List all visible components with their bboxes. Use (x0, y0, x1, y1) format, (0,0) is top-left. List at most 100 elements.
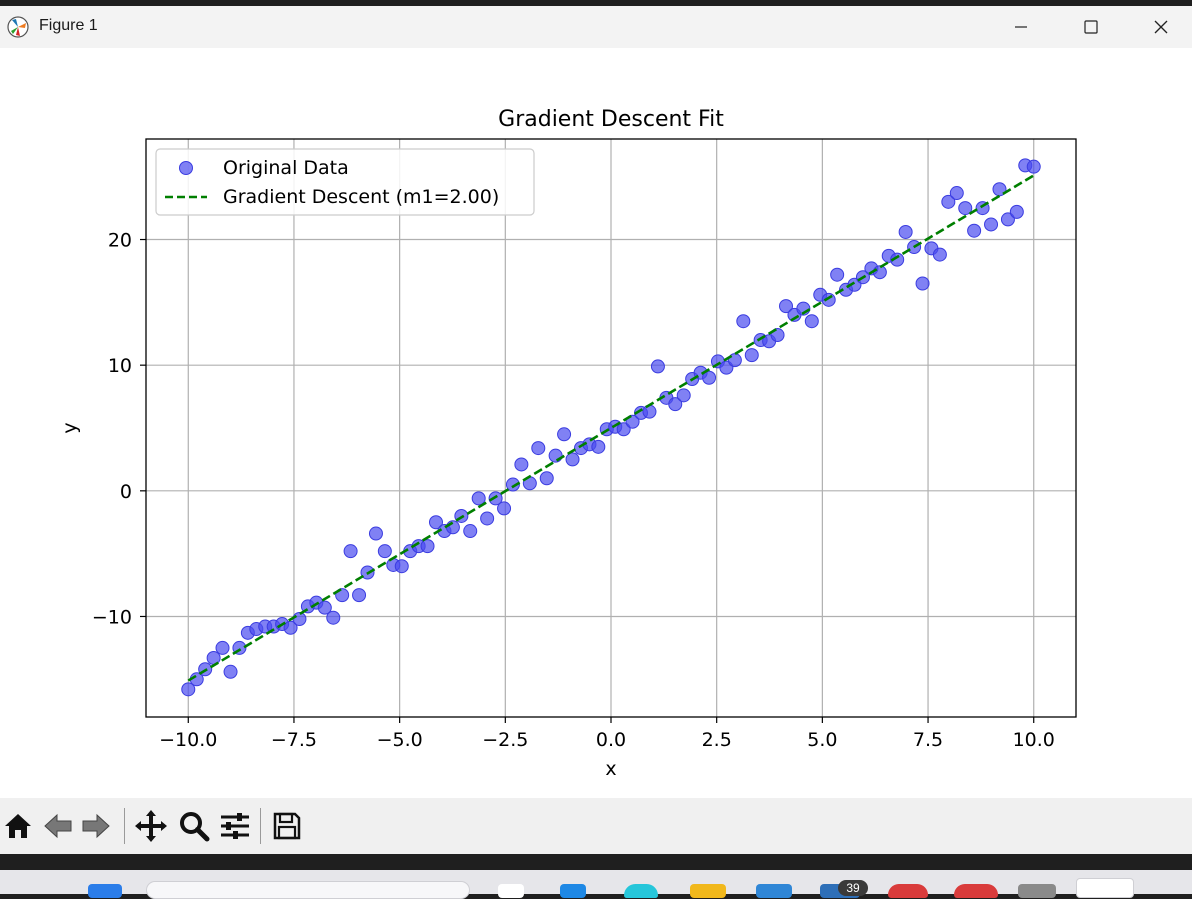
data-point (480, 511, 495, 526)
legend-label-original-data: Original Data (223, 157, 349, 179)
taskbar-active-app[interactable] (1076, 878, 1134, 898)
configure-subplots-icon (221, 813, 249, 839)
x-tick-label: −2.5 (482, 729, 528, 751)
toolbar-separator (260, 808, 261, 844)
back-icon (44, 813, 72, 839)
configure-subplots-button[interactable] (217, 808, 253, 844)
data-point (676, 388, 691, 403)
data-point (223, 664, 238, 679)
pan-icon (135, 810, 167, 842)
x-tick-label: 5.0 (807, 729, 837, 751)
taskbar-app-icon[interactable] (1018, 884, 1056, 898)
back-button[interactable] (40, 808, 76, 844)
y-tick-label: 10 (108, 355, 132, 377)
figure-window: Figure 1 −10.0 −7.5 −5.0 −2.5 0.0 2.5 5.0 7.5 10… (0, 6, 1192, 854)
data-point (352, 588, 367, 603)
data-point (317, 600, 332, 615)
data-point (702, 370, 717, 385)
data-point (642, 404, 657, 419)
close-button[interactable] (1126, 6, 1192, 48)
taskbar: 39 (0, 870, 1192, 899)
y-axis-label: y (59, 422, 81, 433)
data-point (872, 265, 887, 280)
minimize-icon (1015, 26, 1027, 28)
y-axis-ticks: −10 0 10 20 (92, 230, 146, 628)
y-tick-label: 20 (108, 230, 132, 252)
x-tick-label: 10.0 (1013, 729, 1055, 751)
data-point (984, 217, 999, 232)
data-point (215, 640, 230, 655)
close-icon (1154, 20, 1168, 34)
legend: Original Data Gradient Descent (m1=2.00) (155, 148, 535, 216)
zoom-icon (180, 812, 210, 842)
data-point (394, 559, 409, 574)
notification-badge: 39 (838, 880, 868, 896)
data-point (736, 314, 751, 329)
data-point (958, 201, 973, 216)
data-point (557, 427, 572, 442)
x-axis-ticks: −10.0 −7.5 −5.0 −2.5 0.0 2.5 5.0 7.5 10.0 (159, 717, 1055, 751)
fit-line-segment (187, 174, 1035, 682)
data-point (471, 491, 486, 506)
start-icon[interactable] (88, 884, 122, 898)
data-point (941, 194, 956, 209)
data-point (668, 397, 683, 412)
data-point (779, 299, 794, 314)
matplotlib-logo-icon (6, 15, 30, 39)
data-point (497, 501, 512, 516)
chart-title: Gradient Descent Fit (498, 107, 724, 132)
data-point (428, 515, 443, 530)
window-title: Figure 1 (39, 17, 98, 34)
data-point (505, 477, 520, 492)
home-button[interactable] (0, 808, 36, 844)
data-point (343, 544, 358, 559)
data-point (539, 471, 554, 486)
zoom-button[interactable] (176, 808, 212, 844)
forward-button[interactable] (78, 808, 114, 844)
navigation-toolbar (0, 798, 1192, 854)
x-tick-label: −7.5 (271, 729, 317, 751)
taskbar-app-icon[interactable] (560, 884, 586, 898)
save-icon (273, 812, 301, 840)
taskbar-app-icon[interactable] (756, 884, 792, 898)
pan-button[interactable] (133, 808, 169, 844)
x-axis-label: x (605, 758, 616, 780)
data-point (420, 539, 435, 554)
x-tick-label: 7.5 (913, 729, 943, 751)
x-tick-label: 0.0 (596, 729, 626, 751)
data-point (548, 448, 563, 463)
taskbar-app-icon[interactable] (888, 884, 928, 898)
folder-icon[interactable] (690, 884, 726, 898)
save-button[interactable] (269, 808, 305, 844)
data-point (1000, 212, 1015, 227)
taskbar-search-box[interactable] (146, 881, 470, 899)
data-point (565, 452, 580, 467)
taskbar-app-icon[interactable] (624, 884, 658, 898)
data-point (514, 457, 529, 472)
data-point (463, 524, 478, 539)
minimize-button[interactable] (986, 6, 1056, 48)
forward-icon (82, 813, 110, 839)
data-point (967, 223, 982, 238)
x-tick-label: −10.0 (159, 729, 217, 751)
toolbar-separator (124, 808, 125, 844)
data-point (377, 544, 392, 559)
data-point (591, 439, 606, 454)
taskbar-app-icon[interactable] (954, 884, 998, 898)
data-point (650, 359, 665, 374)
data-point (898, 224, 913, 239)
data-point (890, 252, 905, 267)
figure-canvas[interactable]: −10.0 −7.5 −5.0 −2.5 0.0 2.5 5.0 7.5 10.0 −10 0 10… (0, 48, 1192, 798)
title-bar[interactable]: Figure 1 (0, 6, 1192, 48)
legend-box (155, 148, 535, 216)
data-point (616, 422, 631, 437)
data-point (368, 526, 383, 541)
taskbar-app-icon[interactable] (498, 884, 524, 898)
legend-marker-original-data (179, 161, 193, 175)
data-point (830, 267, 845, 282)
data-point (531, 441, 546, 456)
y-tick-label: −10 (92, 606, 132, 628)
fit-line (187, 174, 1035, 682)
data-point (804, 314, 819, 329)
maximize-button[interactable] (1056, 6, 1126, 48)
